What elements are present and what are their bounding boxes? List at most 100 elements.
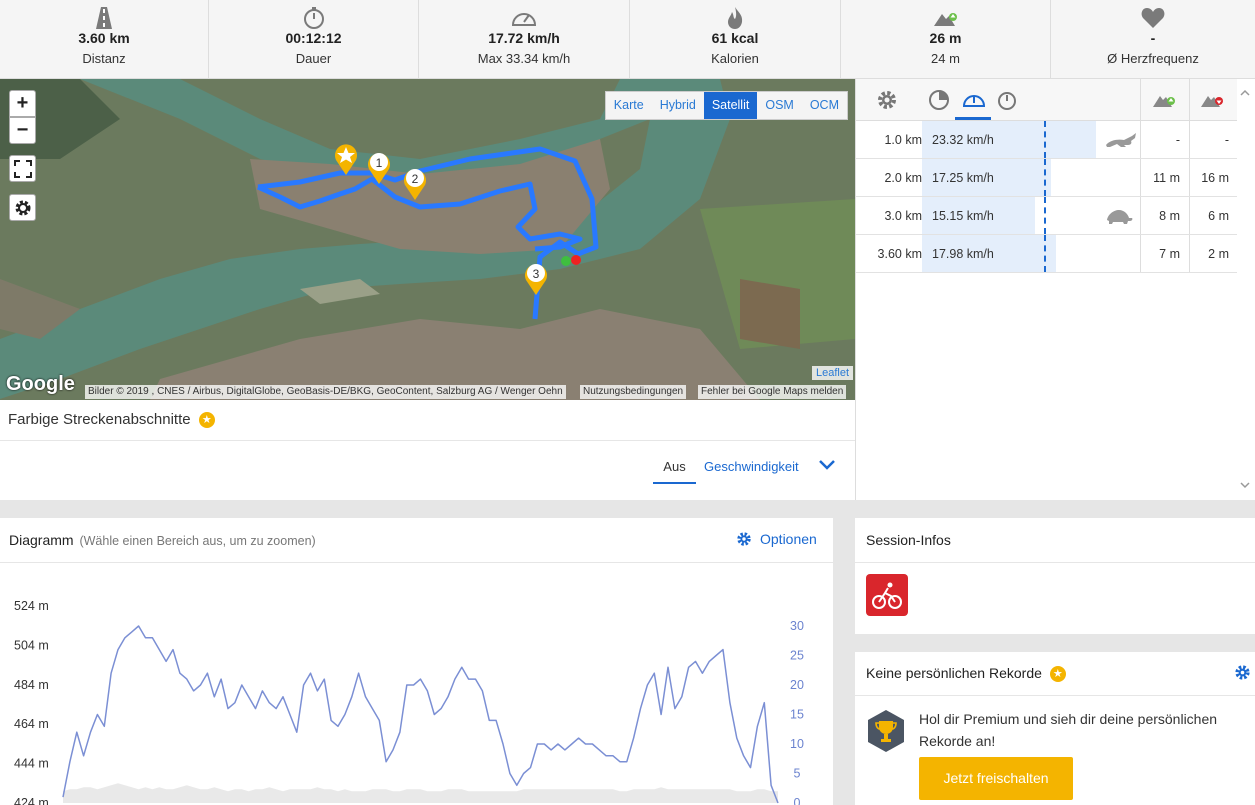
sport-badge[interactable]	[866, 574, 908, 616]
split-elevation-down: 2 m	[1208, 247, 1229, 261]
layer-osm[interactable]: OSM	[765, 98, 794, 112]
stat-label: Max 33.34 km/h	[477, 51, 571, 66]
splits-header	[856, 79, 1237, 121]
unlock-premium-button[interactable]: Jetzt freischalten	[919, 757, 1073, 800]
road-icon	[96, 7, 112, 29]
diagram-options-button[interactable]: Optionen	[736, 531, 817, 547]
session-title: Session-Infos	[866, 532, 951, 548]
options-label: Optionen	[760, 531, 817, 547]
y-right-tick: 5	[794, 767, 801, 781]
fullscreen-icon	[13, 160, 32, 178]
fullscreen-button[interactable]	[9, 155, 36, 182]
stopwatch-icon[interactable]	[996, 89, 1018, 111]
gear-icon	[737, 532, 751, 546]
splits-table: 1.0 km 23.32 km/h - - 2.0 km 17.25 km/h 11 m 16…	[856, 121, 1237, 273]
stat-value: 00:12:12	[285, 30, 342, 46]
leaflet-link[interactable]: Leaflet	[811, 366, 853, 380]
zoom-out-button[interactable]: −	[9, 117, 36, 144]
speedometer-icon[interactable]	[962, 89, 986, 111]
layer-satellit[interactable]: Satellit	[703, 92, 758, 119]
gear-icon[interactable]	[876, 89, 898, 111]
route-map[interactable]: 1 2 3 + − Karte Hybrid Satellit OSM OCM …	[0, 79, 855, 400]
gear-icon[interactable]	[1234, 664, 1251, 681]
diagram-panel: Diagramm (Wähle einen Bereich aus, um zu…	[0, 518, 833, 805]
y-right-tick: 25	[790, 649, 804, 663]
split-elevation-down: 16 m	[1201, 171, 1229, 185]
report-error-link[interactable]: Fehler bei Google Maps melden	[698, 385, 847, 399]
divider	[1189, 159, 1190, 196]
segments-title-text: Farbige Streckenabschnitte	[8, 411, 191, 428]
elevation-area	[63, 783, 778, 803]
stat-value: 61 kcal	[711, 30, 759, 46]
cycling-icon	[872, 582, 902, 609]
pace-chart-icon[interactable]	[928, 89, 950, 111]
split-speed: 17.25 km/h	[932, 171, 994, 185]
scroll-down-icon[interactable]	[1239, 479, 1251, 491]
split-elevation-up: 8 m	[1159, 209, 1180, 223]
split-speed-bar	[922, 235, 1056, 272]
stat-value: 17.72 km/h	[488, 30, 560, 46]
flame-icon	[728, 7, 743, 29]
session-info-panel: Session-Infos	[855, 518, 1255, 634]
diagram-title: Diagramm	[9, 532, 74, 548]
stat-duration: 00:12:12 Dauer	[209, 0, 419, 79]
y-right-tick: 30	[790, 619, 804, 633]
y-left-tick: 524 m	[14, 599, 49, 613]
chevron-down-icon[interactable]	[818, 458, 836, 472]
stat-label: Ø Herzfrequenz	[1107, 51, 1199, 66]
stat-label: 24 m	[931, 51, 960, 66]
records-header: Keine persönlichen Rekorde ★	[866, 665, 1066, 683]
dashed-average-line	[1044, 235, 1046, 272]
marker-label: 1	[376, 156, 383, 170]
elevation-up-icon	[1153, 96, 1175, 107]
zoom-in-button[interactable]: +	[9, 90, 36, 117]
stat-distance: 3.60 km Distanz	[0, 0, 209, 79]
divider	[855, 562, 1255, 563]
layer-karte[interactable]: Karte	[613, 98, 644, 112]
split-distance: 3.60 km	[877, 247, 922, 261]
elevation-speed-chart[interactable]: 524 m 504 m 484 m 464 m 444 m 424 m 30 25 20 15 10…	[0, 563, 833, 805]
split-speed-bar	[922, 121, 1096, 158]
start-star-marker[interactable]	[333, 142, 359, 176]
split-speed: 23.32 km/h	[932, 133, 994, 147]
marker-label: 2	[412, 172, 419, 186]
divider	[1189, 121, 1190, 158]
map-settings-button[interactable]	[9, 194, 36, 221]
diagram-header: Diagramm (Wähle einen Bereich aus, um zu…	[9, 532, 316, 548]
split-speed-bar	[922, 197, 1035, 234]
split-speed-bar	[922, 159, 1051, 196]
split-row[interactable]: 3.60 km 17.98 km/h 7 m 2 m	[856, 235, 1237, 273]
split-row[interactable]: 3.0 km 15.15 km/h 8 m 6 m	[856, 197, 1237, 235]
divider	[1189, 235, 1190, 272]
split-elevation-down: -	[1224, 133, 1229, 147]
elevation-up-icon	[933, 13, 957, 26]
map-attribution: Bilder © 2019 , CNES / Airbus, DigitalGl…	[85, 385, 566, 399]
km-marker-3[interactable]: 3	[523, 260, 549, 296]
segment-option-off[interactable]: Aus	[653, 459, 696, 484]
layer-ocm[interactable]: OCM	[809, 98, 839, 112]
stat-label: Kalorien	[711, 51, 759, 66]
premium-star-icon: ★	[198, 412, 215, 429]
divider	[1189, 79, 1190, 121]
km-marker-1[interactable]: 1	[366, 149, 392, 185]
split-row[interactable]: 2.0 km 17.25 km/h 11 m 16 m	[856, 159, 1237, 197]
km-marker-2[interactable]: 2	[402, 165, 428, 201]
y-left-tick: 444 m	[14, 757, 49, 771]
layer-hybrid[interactable]: Hybrid	[659, 98, 696, 112]
y-left-tick: 424 m	[14, 796, 49, 805]
y-right-tick: 20	[790, 678, 804, 692]
divider	[1140, 159, 1141, 196]
terms-link[interactable]: Nutzungsbedingungen	[580, 385, 687, 399]
segment-option-speed[interactable]: Geschwindigkeit	[704, 459, 799, 474]
split-row[interactable]: 1.0 km 23.32 km/h - -	[856, 121, 1237, 159]
dashed-average-line	[1044, 159, 1046, 196]
scroll-up-icon[interactable]	[1239, 87, 1251, 99]
route-path	[256, 146, 599, 320]
stat-value: 3.60 km	[78, 30, 130, 46]
speed-series-line	[62, 625, 779, 804]
divider	[1140, 235, 1141, 272]
stat-value: -	[1150, 30, 1156, 46]
divider	[1189, 197, 1190, 234]
stat-label: Dauer	[295, 51, 332, 66]
divider	[1140, 121, 1141, 158]
